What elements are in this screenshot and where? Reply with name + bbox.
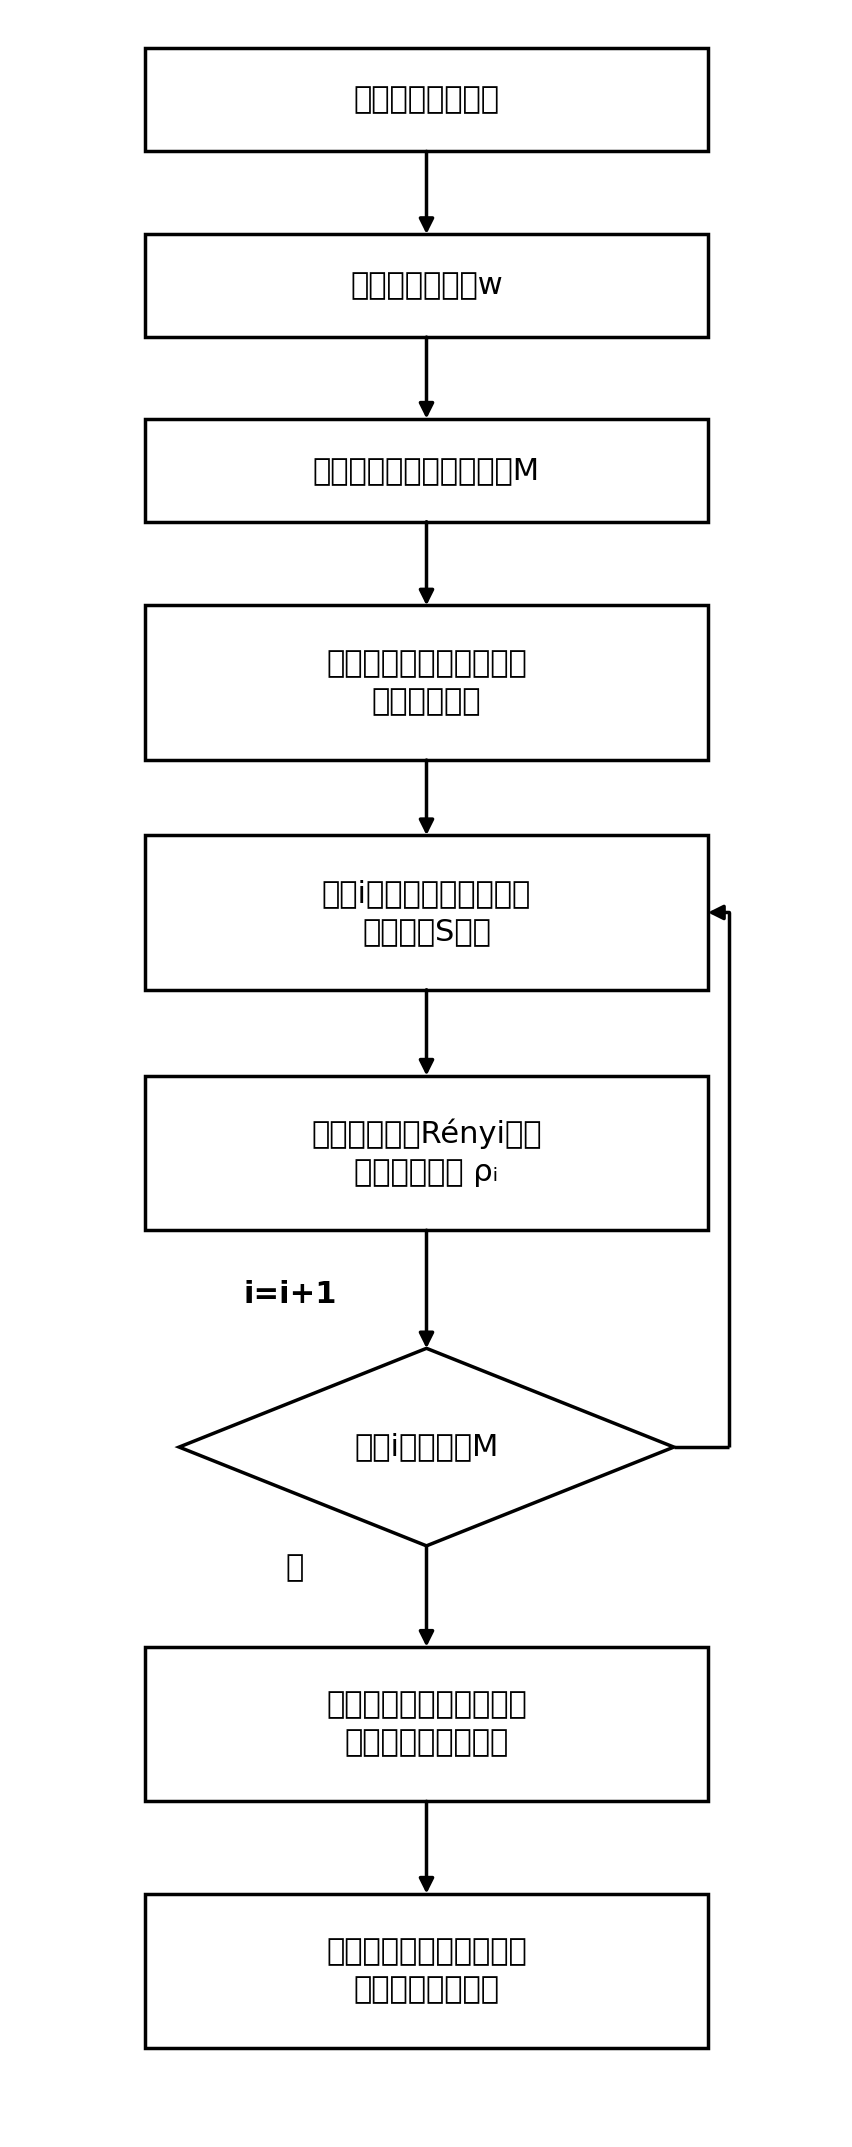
FancyBboxPatch shape (145, 835, 707, 990)
Text: 判断i是否大于M: 判断i是否大于M (354, 1432, 498, 1462)
Text: 对第i个模块信号进行二阶
同步压缩S变换: 对第i个模块信号进行二阶 同步压缩S变换 (321, 878, 531, 947)
Text: 指定滑动窗长度w: 指定滑动窗长度w (349, 271, 503, 301)
Text: 是: 是 (285, 1552, 303, 1582)
Text: 将原始信号分解得到多段
模块输入信号: 将原始信号分解得到多段 模块输入信号 (325, 648, 527, 717)
FancyBboxPatch shape (145, 47, 707, 150)
Text: 各模块输出依据权重重构
得到总信号时频谱图: 各模块输出依据权重重构 得到总信号时频谱图 (325, 1690, 527, 1758)
Text: 指定变步长模块的类别数M: 指定变步长模块的类别数M (313, 455, 539, 485)
Text: 依据变换结果Rényi熵値
计算模块权重 ρᵢ: 依据变换结果Rényi熵値 计算模块权重 ρᵢ (311, 1119, 541, 1187)
FancyBboxPatch shape (145, 1647, 707, 1801)
Text: i=i+1: i=i+1 (243, 1280, 337, 1310)
Text: 采集轴承振动信号: 采集轴承振动信号 (353, 86, 499, 114)
FancyBboxPatch shape (145, 1894, 707, 2048)
Polygon shape (179, 1348, 673, 1546)
Text: 提取时频谱图故障特征分
量，判断故障类型: 提取时频谱图故障特征分 量，判断故障类型 (325, 1937, 527, 2005)
FancyBboxPatch shape (145, 234, 707, 337)
FancyBboxPatch shape (145, 605, 707, 760)
FancyBboxPatch shape (145, 1076, 707, 1230)
FancyBboxPatch shape (145, 419, 707, 522)
